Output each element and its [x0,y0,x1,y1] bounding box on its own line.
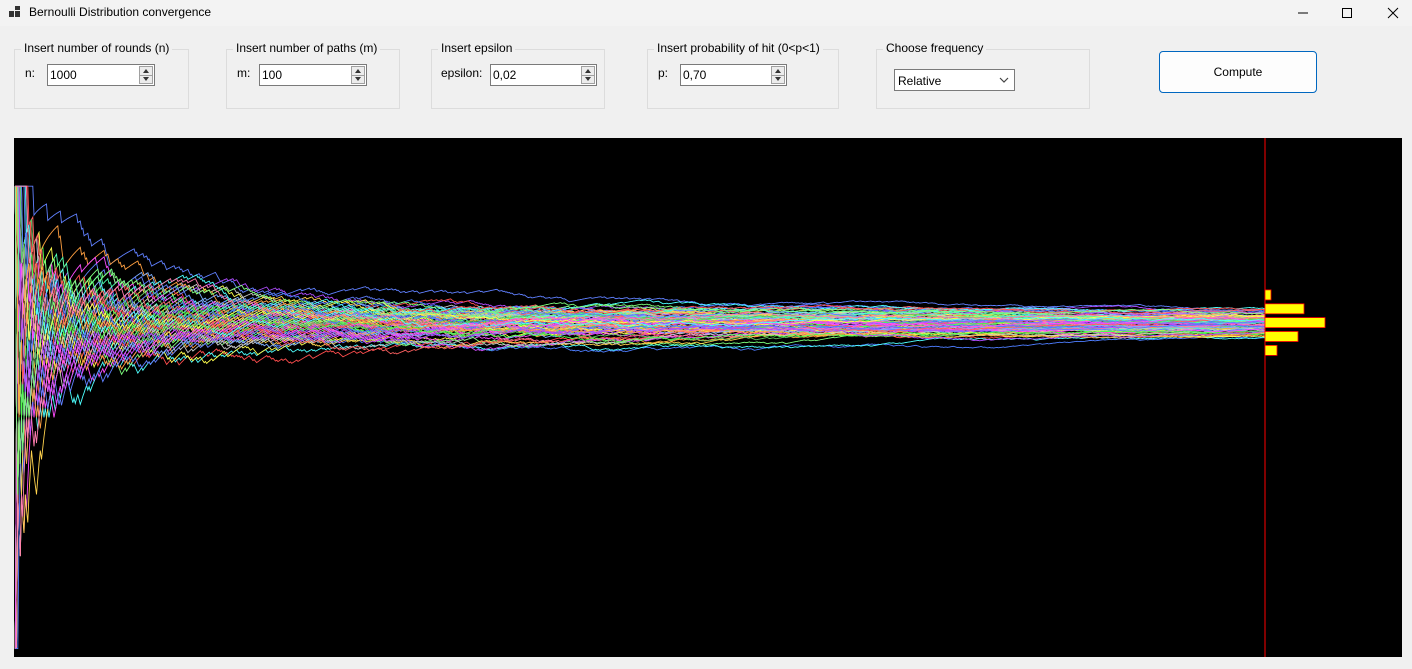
sample-path [15,300,1266,650]
rounds-down-button[interactable] [139,74,153,84]
epsilon-group: Insert epsilon epsilon: 0,02 [431,41,605,109]
sample-path [15,185,1266,400]
sample-path [14,228,1266,649]
sample-path [15,318,1266,650]
frequency-selected: Relative [898,74,942,88]
paths-value: 100 [262,68,283,82]
epsilon-group-title: Insert epsilon [438,41,516,55]
paths-group: Insert number of paths (m) m: 100 [226,41,400,109]
sample-path [14,263,1266,649]
sample-path [15,301,1266,650]
histogram-bar [1264,344,1278,356]
sample-path [14,296,1266,649]
sample-path [15,185,1266,356]
arrow-down-icon [143,77,149,82]
paths-up-button[interactable] [351,66,365,75]
window-title: Bernoulli Distribution convergence [29,5,212,19]
sample-path [15,185,1266,341]
sample-path [15,185,1266,311]
sample-path [14,186,1266,418]
minimize-button[interactable] [1280,0,1326,26]
rounds-label: n: [25,66,36,80]
epsilon-up-button[interactable] [581,66,595,75]
rounds-value: 1000 [50,68,77,82]
sample-path [14,295,1266,649]
sample-path [15,185,1266,327]
minimize-icon [1298,12,1308,14]
arrow-up-icon [143,68,149,73]
frequency-group: Choose frequency Relative [876,41,1090,109]
sample-path [15,307,1266,650]
probability-down-button[interactable] [771,74,785,84]
sample-path [14,307,1266,649]
rounds-group: Insert number of rounds (n) n: 1000 [14,41,189,109]
sample-path [14,323,1266,649]
arrow-down-icon [775,77,781,82]
sample-path [14,263,1266,649]
epsilon-down-button[interactable] [581,74,595,84]
compute-button[interactable]: Compute [1159,51,1317,93]
rounds-stepper[interactable]: 1000 [47,64,155,86]
sample-path [15,185,1266,385]
probability-stepper[interactable]: 0,70 [680,64,787,86]
probability-value: 0,70 [683,68,707,82]
app-icon [9,6,20,17]
sample-path [15,185,1266,385]
probability-up-button[interactable] [771,66,785,75]
sample-path [15,185,1266,379]
maximize-icon [1342,8,1352,18]
sample-path [15,335,1266,650]
arrow-up-icon [355,68,361,73]
probability-group-title: Insert probability of hit (0<p<1) [654,41,823,55]
paths-label: m: [237,66,251,80]
arrow-down-icon [355,77,361,82]
epsilon-stepper[interactable]: 0,02 [490,64,597,86]
sample-path [15,185,1266,333]
sample-path [14,186,1266,495]
close-button[interactable] [1370,0,1412,26]
epsilon-value: 0,02 [493,68,517,82]
rounds-group-title: Insert number of rounds (n) [21,41,173,55]
title-bar: Bernoulli Distribution convergence [0,0,1412,26]
rounds-up-button[interactable] [139,66,153,75]
sample-path [14,295,1266,649]
histogram-bar [1264,331,1299,342]
convergence-plot [14,138,1402,657]
sample-path [15,185,1266,323]
paths-group-title: Insert number of paths (m) [233,41,381,55]
sample-path [14,324,1266,649]
histogram-bar [1264,289,1272,301]
sample-path [15,185,1266,418]
arrow-up-icon [775,68,781,73]
arrow-up-icon [585,68,591,73]
frequency-dropdown[interactable]: Relative [894,69,1015,91]
sample-path [15,185,1266,365]
paths-down-button[interactable] [351,74,365,84]
sample-path [14,186,1266,464]
chevron-down-icon [999,77,1009,83]
sample-path [14,292,1266,649]
close-icon [1387,7,1399,19]
sample-path [15,185,1266,418]
epsilon-label: epsilon: [441,66,483,80]
histogram-bar [1264,303,1305,315]
paths-stepper[interactable]: 100 [259,64,367,86]
probability-label: p: [658,66,669,80]
histogram-bar [1264,317,1326,329]
sample-path [14,186,1266,418]
sample-path [15,185,1266,381]
sample-path [14,301,1266,649]
maximize-button[interactable] [1324,0,1370,26]
arrow-down-icon [585,77,591,82]
sample-path [15,185,1266,400]
convergence-chart [14,138,1326,657]
probability-group: Insert probability of hit (0<p<1) p: 0,7… [647,41,839,109]
frequency-group-title: Choose frequency [883,41,987,55]
sample-path [15,185,1266,355]
